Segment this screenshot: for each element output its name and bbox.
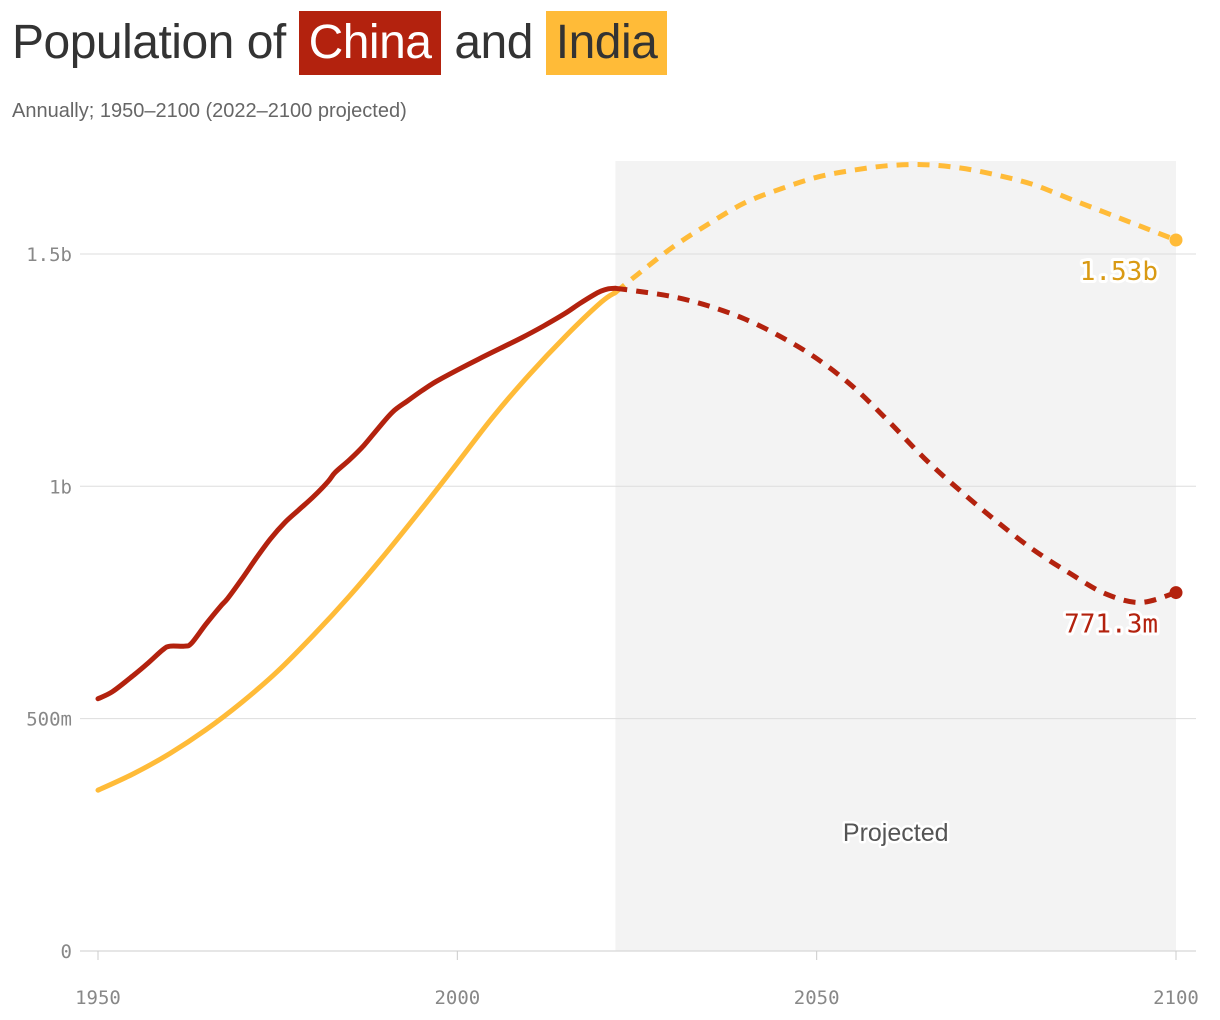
title-prefix: Population of: [12, 16, 286, 69]
chart-title: Population of China and India: [12, 10, 668, 76]
title-highlight-india: India: [545, 11, 668, 75]
end-label-india: 1.53b: [1080, 257, 1158, 287]
title-and: and: [454, 16, 533, 69]
series-end-point-india: [1169, 233, 1183, 247]
y-tick-label: 500m: [26, 709, 72, 731]
series-line-india: [95, 290, 618, 793]
chart-subtitle: Annually; 1950–2100 (2022–2100 projected…: [12, 100, 407, 122]
y-tick-label: 0: [61, 941, 72, 963]
end-label-china: 771.3m: [1064, 610, 1158, 640]
y-tick-label: 1.5b: [26, 244, 72, 266]
x-tick-label: 2100: [1153, 987, 1199, 1009]
projected-label: Projected: [843, 819, 949, 847]
y-tick-label: 1b: [49, 476, 72, 498]
title-highlight-china: China: [298, 11, 442, 75]
series-end-point-china: [1169, 586, 1183, 600]
projected-region: [615, 161, 1176, 951]
series-line-china: [95, 285, 618, 702]
x-tick-label: 1950: [75, 987, 121, 1009]
x-tick-label: 2000: [434, 987, 480, 1009]
series-projected-line-china: [615, 285, 1177, 606]
x-tick-label: 2050: [794, 987, 840, 1009]
